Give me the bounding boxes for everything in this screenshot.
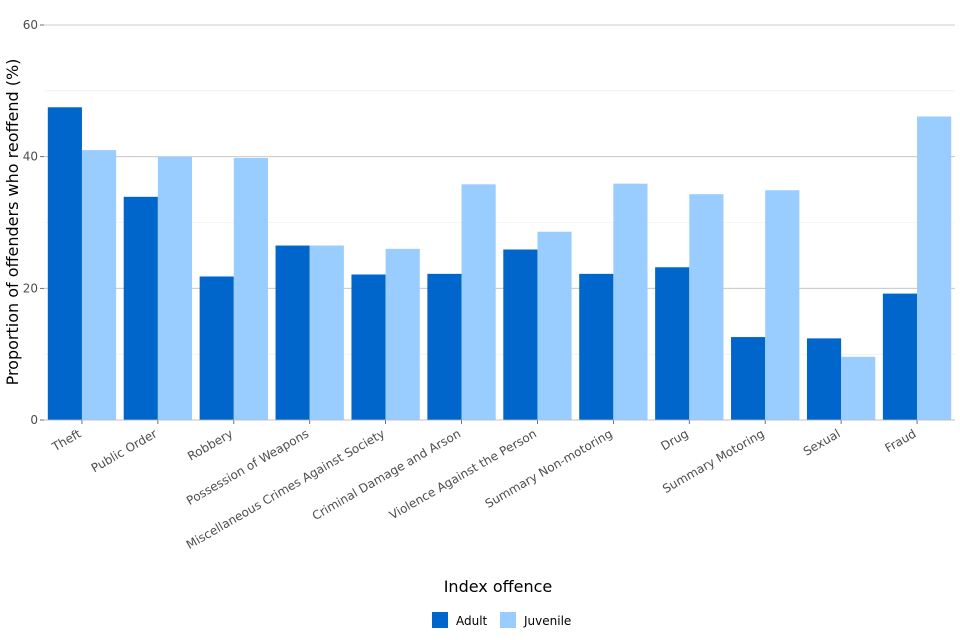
- bar-adult-2: [199, 276, 234, 420]
- bar-juvenile-1: [157, 156, 193, 420]
- bar-adult-10: [806, 338, 842, 420]
- x-tick-label: Fraud: [882, 426, 918, 455]
- bar-juvenile-5: [461, 184, 496, 420]
- legend: Adult Juvenile: [432, 612, 571, 628]
- bar-juvenile-9: [765, 190, 800, 420]
- bar-adult-11: [882, 293, 918, 420]
- legend-label-adult: Adult: [456, 614, 488, 628]
- x-tick-label: Theft: [49, 426, 84, 454]
- x-tick-label: Drug: [658, 426, 690, 453]
- bar-juvenile-10: [841, 356, 876, 420]
- bars: [47, 107, 952, 421]
- bar-adult-8: [655, 267, 690, 420]
- bar-juvenile-8: [689, 194, 724, 420]
- bar-adult-9: [731, 337, 766, 420]
- bar-adult-3: [275, 245, 310, 420]
- y-tick-label: 0: [30, 413, 38, 427]
- y-tick-label: 60: [23, 18, 38, 32]
- bar-adult-5: [427, 273, 462, 420]
- bar-adult-7: [579, 273, 614, 420]
- x-tick-label: Criminal Damage and Arson: [310, 426, 463, 523]
- bar-juvenile-3: [309, 245, 344, 420]
- x-tick-label: Sexual: [801, 426, 843, 458]
- bar-adult-1: [123, 196, 158, 420]
- y-axis-title: Proportion of offenders who reoffend (%): [3, 59, 22, 386]
- bar-adult-6: [503, 249, 538, 420]
- bar-juvenile-11: [917, 116, 952, 420]
- bar-juvenile-0: [81, 150, 117, 421]
- x-axis-title: Index offence: [444, 577, 553, 596]
- bar-adult-0: [47, 107, 82, 421]
- bar-juvenile-4: [385, 248, 420, 420]
- legend-swatch-adult: [432, 612, 448, 628]
- y-tick-label: 40: [23, 150, 38, 164]
- bar-juvenile-7: [613, 183, 648, 420]
- x-tick-label: Possession of Weapons: [184, 426, 311, 507]
- legend-swatch-juvenile: [500, 612, 516, 628]
- x-tick-label: Summary Non-motoring: [483, 426, 615, 510]
- legend-label-juvenile: Juvenile: [523, 614, 571, 628]
- x-tick-label: Public Order: [89, 426, 160, 475]
- y-tick-label: 20: [23, 281, 38, 295]
- x-tick-label: Violence Against the Person: [387, 426, 539, 522]
- x-tick-label: Robbery: [185, 426, 235, 463]
- bar-juvenile-6: [537, 231, 572, 420]
- bar-juvenile-2: [233, 157, 268, 420]
- bar-adult-4: [351, 274, 386, 420]
